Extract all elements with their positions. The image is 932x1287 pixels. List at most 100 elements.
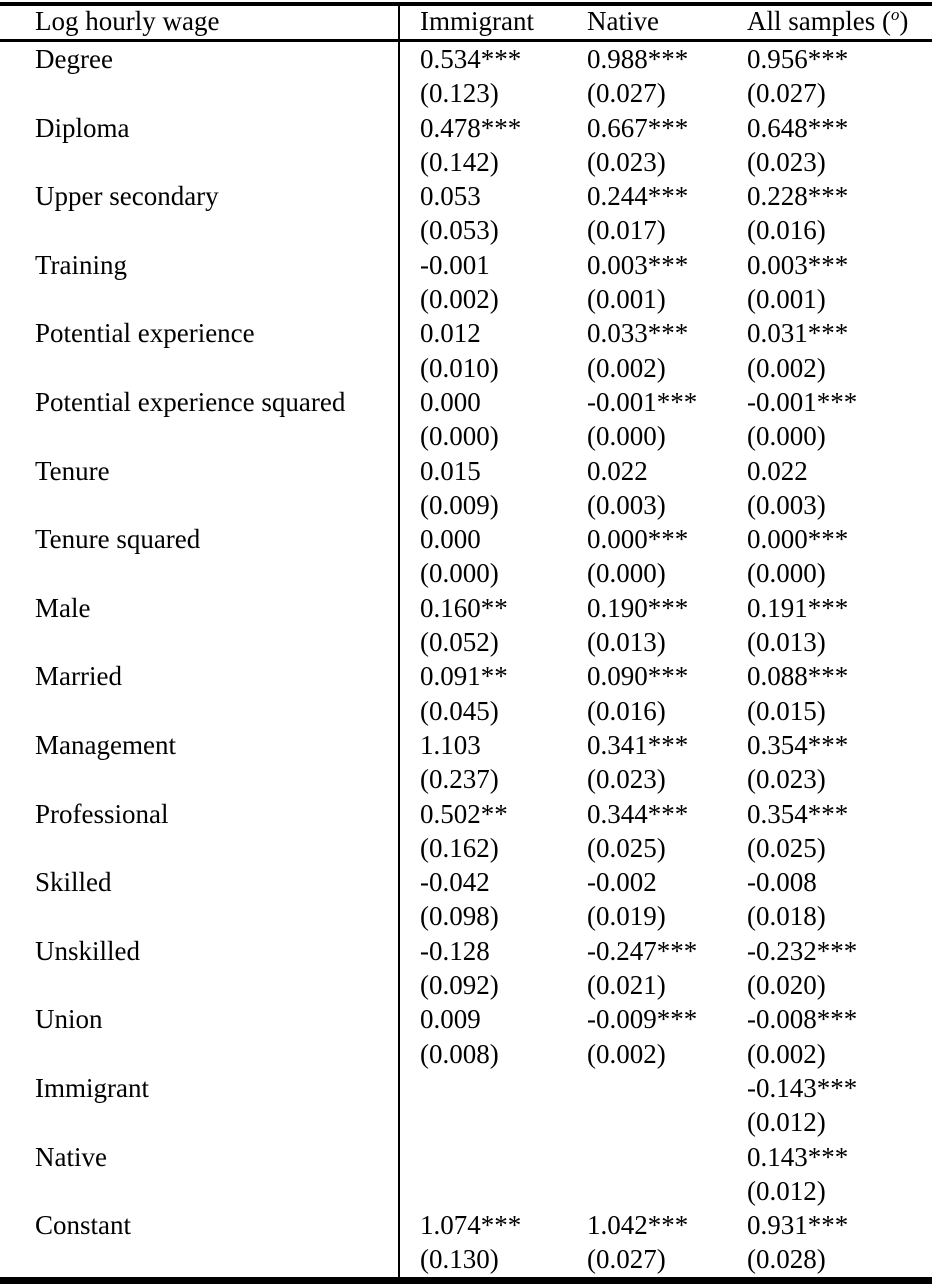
row-label: Management — [0, 727, 400, 763]
coef-cell-immigrant: 0.502** — [420, 798, 508, 829]
row-label-spacer — [0, 487, 400, 523]
table-row-coefficients: Management 1.103 0.341*** 0.354*** — [0, 727, 932, 763]
coef-cell-native: -0.247*** — [587, 935, 698, 966]
coef-cell-immigrant: 0.053 — [420, 181, 481, 212]
table-row-standard-errors: (0.009) (0.003) (0.003) — [0, 487, 932, 523]
table-row-coefficients: Upper secondary 0.053 0.244*** 0.228*** — [0, 179, 932, 214]
coef-cell-all-samples: -0.143*** — [747, 1072, 858, 1103]
table-row-standard-errors: (0.052) (0.013) (0.013) — [0, 625, 932, 660]
se-cell-immigrant: (0.008) — [420, 1038, 499, 1069]
se-cell-all-samples: (0.000) — [747, 558, 826, 589]
se-cell-all-samples: (0.012) — [747, 1107, 826, 1138]
se-cell-native: (0.023) — [587, 146, 666, 177]
coef-cell-native: -0.002 — [587, 867, 657, 898]
row-label: Diploma — [0, 110, 400, 145]
row-label-spacer — [0, 76, 400, 111]
table-row-coefficients: Unskilled -0.128 -0.247*** -0.232*** — [0, 933, 932, 969]
row-label-spacer — [0, 762, 400, 797]
coef-cell-immigrant — [400, 1071, 567, 1105]
row-label-spacer — [0, 693, 400, 728]
coef-cell-immigrant: 0.000 — [420, 524, 481, 555]
row-label-spacer — [0, 899, 400, 934]
table-row-coefficients: Tenure squared 0.000 0.000*** 0.000*** — [0, 522, 932, 557]
table-row-standard-errors: (0.098) (0.019) (0.018) — [0, 899, 932, 934]
coef-cell-native: 0.988*** — [587, 44, 689, 74]
se-cell-all-samples: (0.023) — [747, 764, 826, 795]
coef-cell-all-samples: 0.228*** — [747, 181, 849, 212]
coef-cell-native: 0.244*** — [587, 181, 689, 212]
row-label-spacer — [0, 350, 400, 385]
se-cell-native: (0.000) — [587, 421, 666, 452]
se-cell-all-samples: (0.002) — [747, 1038, 826, 1069]
coef-cell-immigrant: -0.042 — [420, 867, 490, 898]
se-cell-immigrant — [400, 1174, 567, 1208]
se-cell-all-samples: (0.016) — [747, 215, 826, 246]
row-label: Potential experience squared — [0, 384, 400, 420]
se-cell-immigrant: (0.162) — [420, 832, 499, 863]
header-dependent-variable: Log hourly wage — [0, 6, 400, 39]
row-label: Tenure squared — [0, 522, 400, 557]
coef-cell-all-samples: -0.008 — [747, 867, 817, 898]
se-cell-native: (0.025) — [587, 832, 666, 863]
row-label-spacer — [0, 625, 400, 660]
coef-cell-native — [567, 1071, 727, 1105]
table-row-standard-errors: (0.123) (0.027) (0.027) — [0, 76, 932, 111]
row-label: Married — [0, 659, 400, 694]
coef-cell-immigrant: 0.091** — [420, 661, 508, 692]
se-cell-all-samples: (0.023) — [747, 146, 826, 177]
table-body: Degree 0.534*** 0.988*** 0.956*** (0.123… — [0, 42, 932, 1277]
coef-cell-immigrant: 1.074*** — [420, 1210, 522, 1241]
header-all-samples-label: All samples — [747, 6, 882, 36]
row-label: Native — [0, 1139, 400, 1174]
se-cell-native: (0.021) — [587, 970, 666, 1001]
se-cell-immigrant: (0.142) — [420, 146, 499, 177]
coef-cell-native: 0.022 — [587, 455, 648, 486]
table-row-standard-errors: (0.045) (0.016) (0.015) — [0, 693, 932, 728]
header-all-samples-close-paren: ) — [899, 6, 909, 36]
coef-cell-immigrant: 0.012 — [420, 318, 481, 349]
se-cell-immigrant: (0.053) — [420, 215, 499, 246]
header-col-immigrant: Immigrant — [420, 6, 534, 36]
row-label-spacer — [0, 556, 400, 591]
coef-cell-immigrant: 1.103 — [420, 729, 481, 760]
table-row-standard-errors: (0.008) (0.002) (0.002) — [0, 1036, 932, 1071]
row-label-spacer — [0, 144, 400, 180]
row-label: Professional — [0, 796, 400, 831]
se-cell-native: (0.003) — [587, 489, 666, 520]
coef-cell-immigrant: 0.000 — [420, 386, 481, 417]
se-cell-all-samples: (0.002) — [747, 352, 826, 383]
coef-cell-all-samples: 0.003*** — [747, 249, 849, 280]
row-label: Immigrant — [0, 1070, 400, 1106]
table-row-coefficients: Constant 1.074*** 1.042*** 0.931*** — [0, 1208, 932, 1243]
coef-cell-all-samples: 0.191*** — [747, 592, 849, 623]
row-label: Tenure — [0, 453, 400, 488]
coef-cell-native: 0.344*** — [587, 798, 689, 829]
table-row-standard-errors: (0.237) (0.023) (0.023) — [0, 762, 932, 797]
coef-cell-all-samples: 0.143*** — [747, 1141, 849, 1172]
se-cell-immigrant: (0.052) — [420, 627, 499, 658]
table-row-standard-errors: (0.012) — [0, 1173, 932, 1209]
se-cell-native: (0.000) — [587, 558, 666, 589]
se-cell-all-samples: (0.013) — [747, 627, 826, 658]
table-row-standard-errors: (0.142) (0.023) (0.023) — [0, 144, 932, 180]
se-cell-immigrant — [400, 1105, 567, 1139]
table-row-coefficients: Training -0.001 0.003*** 0.003*** — [0, 247, 932, 283]
table-row-standard-errors: (0.010) (0.002) (0.002) — [0, 350, 932, 385]
se-cell-immigrant: (0.098) — [420, 901, 499, 932]
se-cell-immigrant: (0.000) — [420, 558, 499, 589]
se-cell-native: (0.027) — [587, 1244, 666, 1275]
se-cell-immigrant: (0.123) — [420, 78, 499, 109]
se-cell-all-samples: (0.025) — [747, 832, 826, 863]
se-cell-native: (0.017) — [587, 215, 666, 246]
coef-cell-all-samples: -0.001*** — [747, 386, 858, 417]
row-label: Degree — [0, 42, 400, 77]
se-cell-native: (0.027) — [587, 78, 666, 109]
coef-cell-all-samples: 0.022 — [747, 455, 808, 486]
coef-cell-immigrant: 0.160** — [420, 592, 508, 623]
table-row-standard-errors: (0.130) (0.027) (0.028) — [0, 1242, 932, 1277]
coef-cell-all-samples: -0.232*** — [747, 935, 858, 966]
se-cell-immigrant: (0.130) — [420, 1244, 499, 1275]
se-cell-native: (0.019) — [587, 901, 666, 932]
row-label-spacer — [0, 419, 400, 454]
se-cell-native: (0.023) — [587, 764, 666, 795]
